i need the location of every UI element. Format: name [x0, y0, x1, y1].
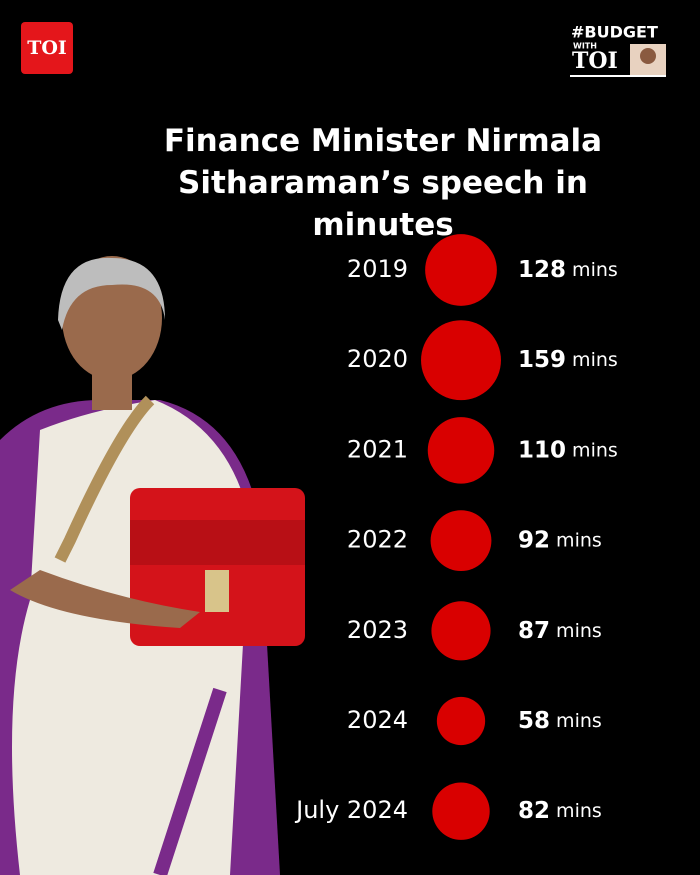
- bubble: [421, 320, 501, 401]
- value-label: 82 mins: [518, 798, 602, 824]
- category-label: 2023: [347, 616, 408, 644]
- category-label: 2022: [347, 526, 408, 554]
- category-label: 2020: [347, 345, 408, 373]
- value-label: 110 mins: [518, 437, 618, 463]
- value-label: 128 mins: [518, 257, 618, 283]
- bubble: [427, 417, 495, 484]
- value-label: 58 mins: [518, 708, 602, 734]
- bubble: [432, 782, 490, 840]
- category-label: 2021: [347, 435, 408, 463]
- person-illustration: [0, 256, 305, 875]
- badge-with: WITH: [573, 42, 597, 51]
- bubble: [431, 601, 491, 661]
- value-label: 92 mins: [518, 527, 602, 553]
- badge-brand: TOI: [572, 48, 618, 74]
- badge-face: [640, 48, 656, 64]
- logo: TOI: [27, 37, 67, 59]
- bubble: [436, 696, 486, 746]
- value-label: 159 mins: [518, 347, 618, 373]
- badge-title: #BUDGET: [571, 23, 658, 42]
- logo-box: [21, 22, 73, 74]
- value-label: 87 mins: [518, 617, 602, 643]
- category-label: 2024: [347, 706, 408, 734]
- chart-title: Finance Minister Nirmala Sitharaman’s sp…: [163, 123, 603, 243]
- category-label: 2019: [347, 255, 408, 283]
- category-label: July 2024: [294, 796, 408, 824]
- bubble: [425, 234, 497, 306]
- bubble: [430, 510, 492, 572]
